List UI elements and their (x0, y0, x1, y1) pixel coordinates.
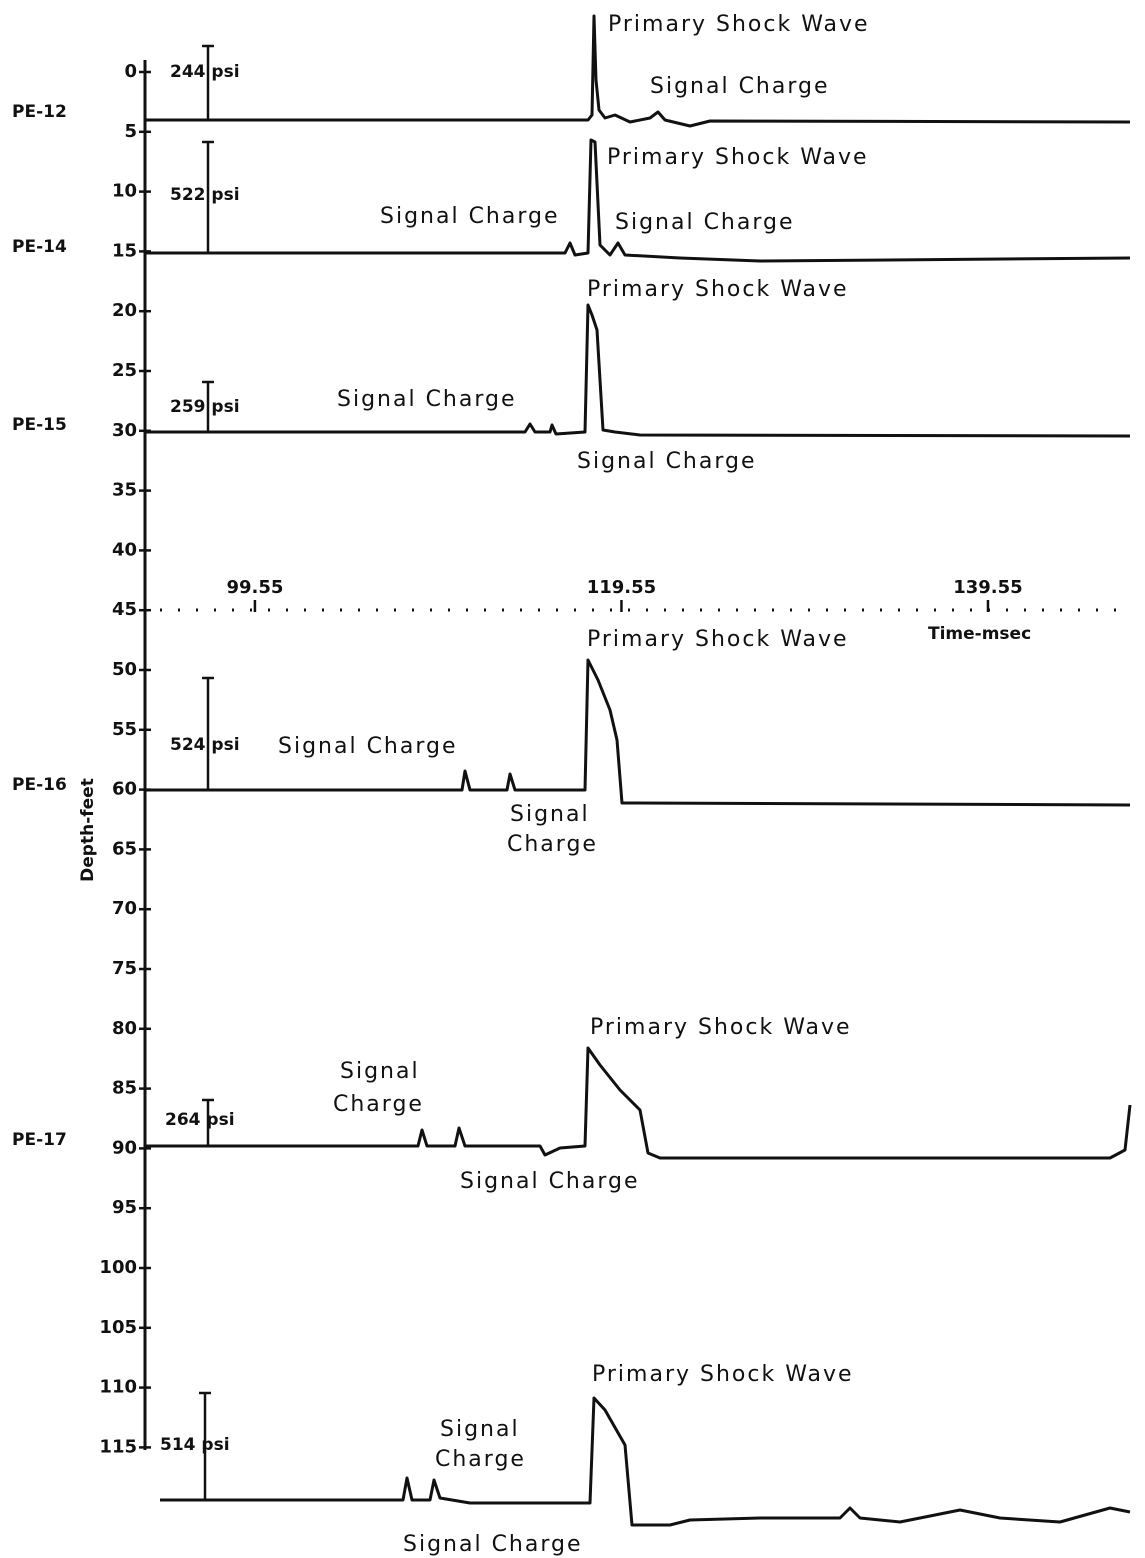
y-tick-label: 10 (112, 181, 137, 202)
annotation: Charge (333, 1092, 424, 1117)
annotation: Primary Shock Wave (607, 145, 869, 170)
psi-label: 514 psi (160, 1435, 230, 1455)
annotation: Primary Shock Wave (590, 1015, 852, 1040)
psi-label: 259 psi (170, 397, 240, 417)
annotation: Signal Charge (615, 210, 795, 235)
y-tick-label: 35 (112, 480, 137, 501)
annotation: Signal Charge (650, 74, 830, 99)
y-tick-label: 75 (112, 958, 137, 979)
annotation: Signal (510, 802, 590, 827)
psi-label: 524 psi (170, 735, 240, 755)
y-tick-label: 55 (112, 719, 137, 740)
y-tick-label: 60 (112, 779, 137, 800)
y-tick-label: 0 (124, 61, 137, 82)
y-tick-label: 5 (124, 121, 137, 142)
annotation: Signal Charge (278, 734, 458, 759)
y-tick-label: 40 (112, 539, 137, 560)
gauge-name: PE-15 (12, 415, 67, 435)
trace (145, 138, 1131, 263)
y-tick-label: 45 (112, 599, 137, 620)
gauge-name: PE-17 (12, 1130, 67, 1150)
gauge-name: PE-14 (12, 237, 67, 257)
y-tick-label: 105 (99, 1317, 137, 1338)
gauge-name: PE-12 (12, 102, 67, 122)
annotation: Signal Charge (380, 204, 560, 229)
annotation: Signal Charge (577, 449, 757, 474)
annotation: Primary Shock Wave (592, 1362, 854, 1387)
y-tick-label: 115 (99, 1436, 137, 1457)
psi-label: 522 psi (170, 185, 240, 205)
annotation: Charge (507, 832, 598, 857)
y-tick-label: 80 (112, 1018, 137, 1039)
trace (145, 303, 1131, 438)
annotation: Primary Shock Wave (608, 12, 870, 37)
y-tick-label: 95 (112, 1197, 137, 1218)
annotation: Signal (340, 1059, 420, 1084)
x-tick-label: 139.55 (953, 577, 1022, 598)
x-tick-label: 119.55 (587, 577, 656, 598)
annotation: Signal Charge (403, 1532, 583, 1557)
annotation: Charge (435, 1447, 526, 1472)
trace (145, 658, 1131, 807)
trace (145, 1046, 1132, 1160)
y-tick-label: 70 (112, 898, 137, 919)
x-axis-label: Time-msec (928, 624, 1031, 644)
annotation: Primary Shock Wave (587, 627, 849, 652)
y-axis-label: Depth-feet (78, 778, 98, 882)
psi-label: 244 psi (170, 62, 240, 82)
trace (145, 14, 1131, 128)
y-tick-label: 25 (112, 360, 137, 381)
x-tick-label: 99.55 (226, 577, 283, 598)
trace (160, 1396, 1131, 1527)
y-tick-label: 15 (112, 240, 137, 261)
annotation: Primary Shock Wave (587, 277, 849, 302)
y-tick-label: 100 (99, 1257, 137, 1278)
annotation: Signal Charge (460, 1169, 640, 1194)
y-tick-label: 20 (112, 300, 137, 321)
y-tick-label: 110 (99, 1377, 137, 1398)
y-tick-label: 50 (112, 659, 137, 680)
y-tick-label: 30 (112, 420, 137, 441)
annotation: Signal Charge (337, 387, 517, 412)
psi-label: 264 psi (165, 1110, 235, 1130)
annotation: Signal (440, 1417, 520, 1442)
gauge-name: PE-16 (12, 775, 67, 795)
y-tick-label: 85 (112, 1078, 137, 1099)
y-tick-label: 65 (112, 838, 137, 859)
y-tick-label: 90 (112, 1137, 137, 1158)
